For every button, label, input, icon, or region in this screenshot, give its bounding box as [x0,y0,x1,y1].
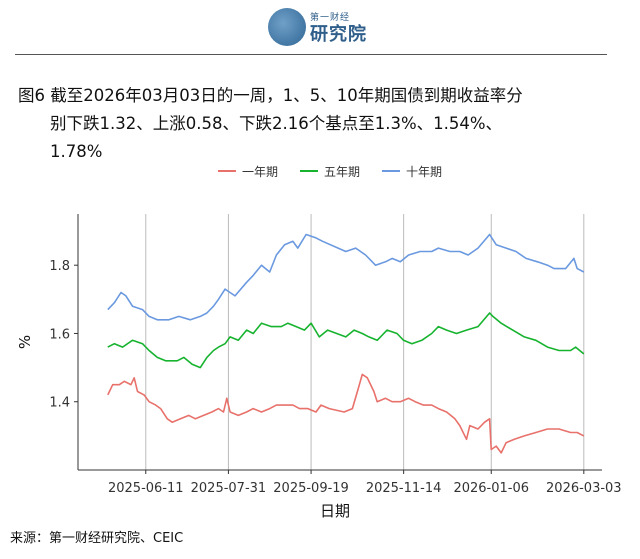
x-tick-label: 2025-09-19 [273,481,349,496]
legend-label-one-year: 一年期 [242,164,279,179]
legend-swatch-ten-year [382,170,400,172]
legend-item-five-year: 五年期 [300,160,360,182]
caption-line-2: 别下跌1.32、上涨0.58、下跌2.16个基点至1.3%、1.54%、 [50,114,503,133]
legend-item-one-year: 一年期 [218,160,278,182]
y-tick-label: 1.8 [49,259,70,274]
yicai-logo: 第一财经 研究院 [268,6,378,48]
chart-legend: 一年期 五年期 十年期 [0,160,640,182]
source-note: 来源：第一财经研究院、CEIC [10,531,184,546]
caption-line-3: 1.78% [50,142,103,161]
legend-label-ten-year: 十年期 [406,164,443,179]
legend-swatch-one-year [218,170,236,172]
logo-small-text: 第一财经 [310,13,351,23]
header-divider [15,54,607,55]
y-tick-label: 1.4 [49,396,70,411]
series-line-five-year [107,312,585,369]
yicai-logo-icon [268,8,306,46]
y-axis-title: % [16,335,34,349]
y-tick-label: 1.6 [49,327,70,342]
series-line-ten-year [107,233,585,321]
legend-item-ten-year: 十年期 [382,160,442,182]
x-tick-label: 2025-11-14 [366,481,442,496]
x-tick-label: 2026-03-03 [546,481,622,496]
x-tick-label: 2026-01-06 [453,481,529,496]
legend-label-five-year: 五年期 [324,164,361,179]
figure-caption: 图6 截至2026年03月03日的一周，1、5、10年期国债到期收益率分 别下跌… [18,82,618,166]
header: 第一财经 研究院 [0,0,640,56]
x-tick-label: 2025-07-31 [191,481,267,496]
x-tick-label: 2025-06-11 [108,481,184,496]
legend-swatch-five-year [300,170,318,172]
x-axis-title: 日期 [320,502,350,520]
caption-line-1: 图6 截至2026年03月03日的一周，1、5、10年期国债到期收益率分 [18,86,523,105]
logo-main-text: 研究院 [310,24,367,45]
series-line-one-year [107,373,585,454]
